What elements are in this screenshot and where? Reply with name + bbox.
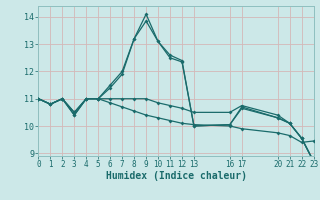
X-axis label: Humidex (Indice chaleur): Humidex (Indice chaleur) [106, 171, 246, 181]
